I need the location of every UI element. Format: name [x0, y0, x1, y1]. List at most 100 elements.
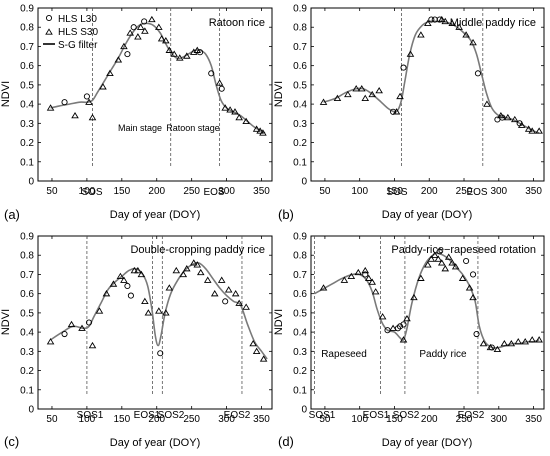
legend-hls-l30-label: HLS L30: [58, 14, 97, 25]
legend-hls-s30-label: HLS S30: [58, 27, 98, 38]
hls-s30-point: [109, 280, 118, 287]
hls-s30-point: [102, 289, 111, 297]
hls-s30-point: [510, 115, 519, 123]
hls-s30-point: [340, 276, 349, 283]
hls-s30-point: [126, 29, 134, 36]
hls-s30-point: [242, 303, 250, 310]
y-tick-label: 0.4: [20, 328, 34, 339]
hls-s30-point: [344, 90, 352, 98]
hls-s30-point: [179, 270, 188, 278]
hls-s30-point: [170, 50, 179, 57]
hls-s30-point: [535, 127, 543, 134]
hls-s30-point: [155, 307, 163, 314]
panel-a-title: Ratoon rice: [209, 17, 265, 29]
hls-s30-point: [162, 309, 170, 316]
panel-c-x-axis-label: Day of year (DOY): [110, 437, 200, 449]
hls-s30-point: [483, 100, 491, 107]
x-tick-label: 350: [253, 186, 270, 197]
y-tick-label: 0.4: [20, 100, 34, 111]
panel-c-vlines: [86, 236, 243, 394]
hls-s30-point: [486, 343, 495, 351]
panel-b-vlines: [401, 8, 484, 166]
hls-s30-point: [399, 336, 408, 343]
hls-s30-point: [417, 31, 425, 38]
y-tick-label: 0.9: [20, 4, 34, 15]
hls-s30-point: [431, 251, 439, 258]
panel-c-letter: (c): [4, 434, 19, 449]
hls-l30-point: [436, 248, 443, 255]
hls-s30-point: [514, 338, 523, 345]
panel-c-sos1-label: SOS1: [77, 410, 104, 421]
hls-s30-point: [162, 37, 170, 44]
x-tick-label: 300: [490, 414, 507, 425]
hls-s30-point: [528, 127, 536, 134]
x-tick-label: 150: [386, 186, 403, 197]
hls-l30-point: [124, 51, 131, 58]
x-tick-label: 200: [148, 186, 165, 197]
hls-l30-point: [396, 323, 404, 330]
panel-a-eos-label: EOS: [203, 187, 224, 198]
x-tick-label: 50: [46, 186, 58, 197]
y-tick-label: 0.8: [293, 23, 307, 34]
hls-s30-point: [221, 104, 229, 111]
x-tick-label: 350: [253, 414, 270, 425]
hls-l30-point: [473, 330, 480, 338]
hls-s30-point: [235, 113, 243, 121]
panel-d-title: Paddy-rice−rapeseed rotation: [391, 244, 536, 256]
hls-s30-point: [368, 90, 377, 98]
hls-s30-point: [462, 31, 470, 38]
panel-d-vlines: [314, 236, 479, 394]
y-tick-label: 0: [301, 405, 307, 416]
hls-s30-point: [458, 274, 467, 281]
hls-s30-point: [189, 48, 198, 55]
y-tick-label: 0.2: [20, 138, 34, 149]
panel-c-sos2-label: SOS2: [158, 410, 185, 421]
panel-c-plot-frame: [37, 235, 273, 410]
hls-s30-point: [141, 297, 149, 305]
hls-s30-point: [196, 268, 205, 276]
panel-c-eos1-label: EOS1: [134, 410, 161, 421]
x-tick-label: 150: [113, 186, 130, 197]
x-tick-label: 100: [79, 414, 96, 425]
panel-b-title: Middle paddy rice: [450, 17, 536, 29]
x-tick-label: 150: [386, 414, 403, 425]
y-tick-label: 0.8: [20, 251, 34, 262]
panel-b-marks: [319, 15, 543, 134]
y-tick-label: 0.1: [20, 157, 34, 168]
hls-s30-point: [352, 85, 361, 92]
x-tick-label: 350: [525, 186, 542, 197]
panel-b-x-axis-label: Day of year (DOY): [382, 209, 472, 221]
y-tick-label: 0.1: [293, 157, 307, 168]
hls-s30-point: [364, 274, 373, 281]
hls-s30-point: [106, 69, 114, 77]
hls-s30-point: [176, 54, 184, 61]
x-tick-label: 250: [456, 414, 473, 425]
hls-l30-point: [61, 330, 68, 338]
panel-b-plot-frame: [310, 7, 545, 182]
panel-d-y-axis-label: NDVI: [273, 309, 285, 335]
panel-d-annotation-2: Paddy rice: [419, 349, 467, 360]
hls-s30-point: [444, 253, 453, 260]
hls-l30-point: [157, 350, 164, 357]
hls-l30-point: [130, 24, 137, 31]
hls-s30-point: [71, 111, 79, 119]
y-tick-label: 0.7: [293, 270, 307, 281]
y-tick-label: 0.7: [293, 42, 307, 53]
hls-s30-point: [437, 15, 446, 23]
hls-l30-point: [208, 70, 215, 77]
y-tick-label: 0.5: [20, 80, 34, 91]
hls-l30-point: [400, 64, 407, 71]
hls-s30-point: [217, 276, 226, 283]
panel-d-x-axis-label: Day of year (DOY): [382, 437, 472, 449]
panel-c-title: Double-cropping paddy rice: [130, 244, 265, 256]
hls-s30-point: [114, 56, 123, 63]
panel-a-x-axis-label: Day of year (DOY): [110, 209, 200, 221]
hls-s30-point: [378, 313, 387, 320]
hls-l30-point: [470, 271, 477, 278]
panel-b-y-axis-label: NDVI: [273, 81, 285, 107]
hls-s30-point: [448, 19, 456, 27]
hls-s30-point: [465, 284, 474, 291]
y-tick-label: 0.9: [293, 232, 307, 243]
hls-s30-point: [434, 255, 443, 262]
